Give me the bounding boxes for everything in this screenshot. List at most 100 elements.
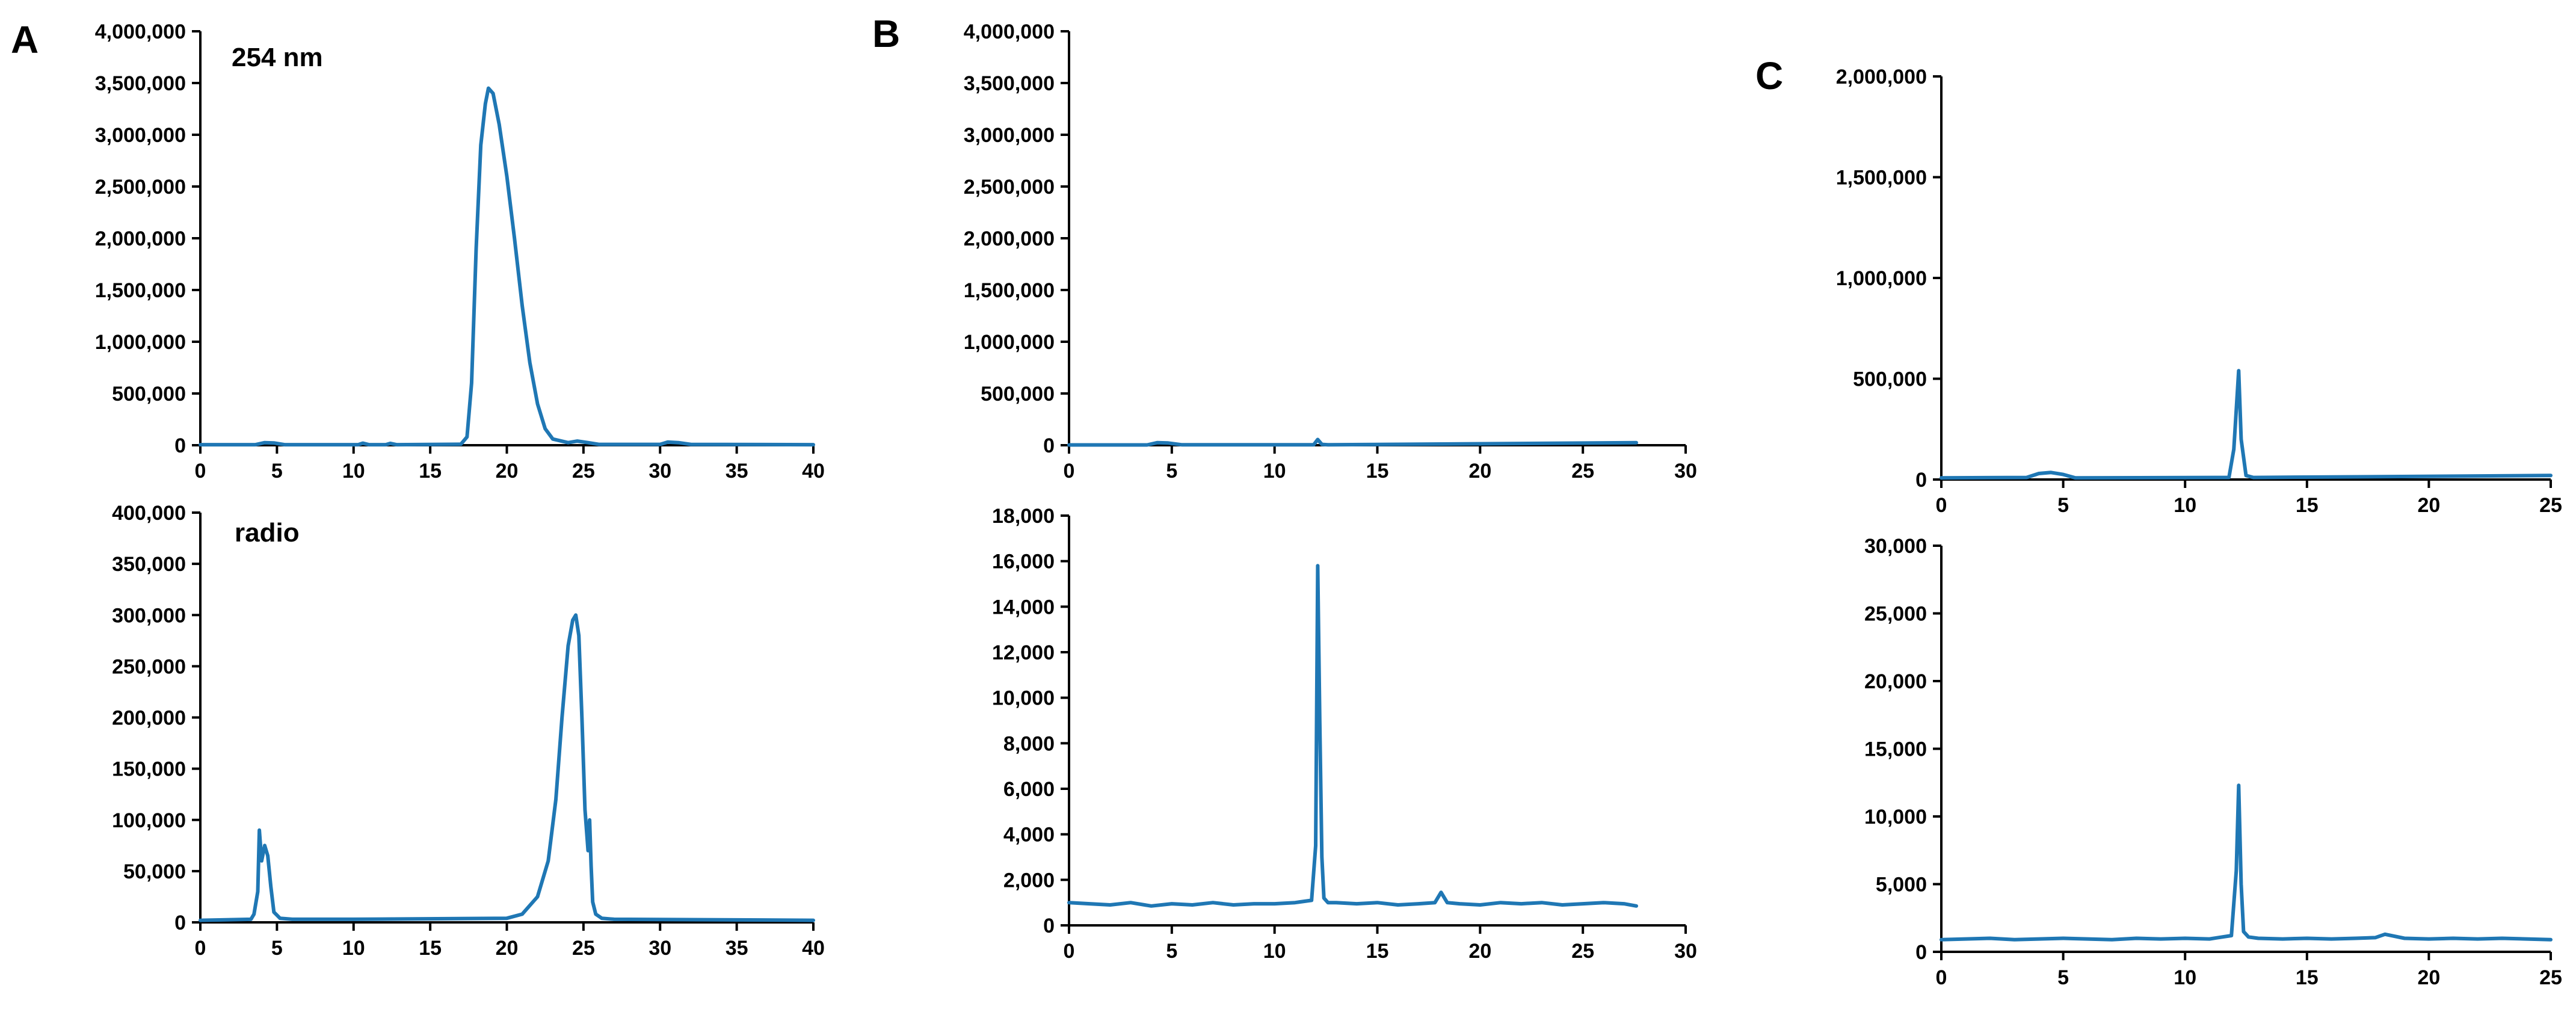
y-tick-label: 350,000 [112, 553, 186, 576]
annotation-radio: radio [235, 518, 300, 548]
x-tick-label: 25 [1571, 460, 1594, 483]
y-tick-label: 1,500,000 [1836, 167, 1927, 190]
x-tick-label: 0 [1936, 966, 1947, 989]
y-tick-label: 5,000 [1876, 874, 1927, 896]
y-tick-label: 100,000 [112, 809, 186, 832]
plot-c-bottom: 0 5,000 10,000 15,000 20,000 25,000 30,000 0 5 10… [1864, 535, 2562, 989]
y-tick-label: 2,000,000 [964, 227, 1055, 250]
y-tick-label: 1,500,000 [964, 279, 1055, 302]
y-tick-label: 0 [1043, 915, 1055, 937]
y-tick-label: 3,000,000 [95, 124, 186, 147]
panel-label-b: B [872, 12, 900, 55]
x-tick-label: 10 [342, 937, 365, 960]
x-tick-label: 15 [2296, 494, 2319, 517]
y-tick-label: 1,000,000 [964, 331, 1055, 354]
x-tick-label: 15 [1366, 940, 1389, 963]
plot-a-radio: radio 0 50,000 100,000 150,000 200,000 250,00… [112, 502, 825, 960]
y-tick-label: 3,500,000 [964, 72, 1055, 95]
x-tick-label: 10 [2174, 494, 2196, 517]
x-tick-label: 5 [1166, 940, 1177, 963]
x-tick-label: 20 [1468, 460, 1491, 483]
plot-b-top: 0 500,000 1,000,000 1,500,000 2,000,000 2,500… [964, 20, 1697, 483]
x-tick-label: 5 [271, 937, 283, 960]
y-tick-label: 30,000 [1864, 535, 1927, 558]
y-tick-label: 20,000 [1864, 670, 1927, 693]
x-tick-label: 5 [2057, 494, 2069, 517]
y-tick-label: 50,000 [123, 860, 186, 883]
x-tick-label: 25 [2539, 966, 2562, 989]
x-tick-label: 5 [1166, 460, 1177, 483]
y-tick-label: 200,000 [112, 707, 186, 730]
chromatogram-trace [1067, 437, 1638, 447]
x-tick-label: 10 [2174, 966, 2196, 989]
y-tick-label: 3,000,000 [964, 124, 1055, 147]
x-tick-label: 40 [802, 460, 825, 483]
x-tick-label: 20 [496, 460, 519, 483]
y-tick-label: 500,000 [1853, 368, 1927, 391]
x-tick-label: 10 [1263, 460, 1286, 483]
annotation-254nm: 254 nm [232, 43, 323, 72]
x-tick-label: 15 [2296, 966, 2319, 989]
plot-c-top: 0 500,000 1,000,000 1,500,000 2,000,000 0 5 10 1… [1836, 66, 2562, 517]
x-tick-label: 0 [195, 937, 206, 960]
y-tick-label: 1,000,000 [1836, 267, 1927, 290]
y-tick-label: 400,000 [112, 502, 186, 525]
x-tick-label: 30 [649, 460, 671, 483]
y-tick-label: 4,000,000 [964, 20, 1055, 43]
x-tick-label: 25 [2539, 494, 2562, 517]
y-tick-label: 12,000 [992, 641, 1055, 664]
y-tick-label: 0 [1043, 434, 1055, 457]
y-tick-label: 150,000 [112, 758, 186, 781]
plot-a-254nm: 254 nm 0 500,000 1,000,000 1,500,000 2,000,0… [95, 20, 825, 483]
x-tick-label: 0 [1064, 940, 1075, 963]
x-tick-label: 10 [342, 460, 365, 483]
plot-b-bottom: 0 2,000 4,000 6,000 8,000 10,000 12,000 14,000 1… [992, 505, 1697, 963]
y-tick-label: 0 [1915, 941, 1927, 964]
y-tick-label: 0 [174, 912, 186, 934]
y-tick-label: 16,000 [992, 551, 1055, 573]
chromatogram-trace [1940, 369, 2553, 480]
y-tick-label: 10,000 [992, 687, 1055, 710]
x-tick-label: 5 [271, 460, 283, 483]
x-tick-label: 0 [195, 460, 206, 483]
y-tick-label: 10,000 [1864, 806, 1927, 828]
y-tick-label: 6,000 [1003, 778, 1055, 801]
x-tick-label: 40 [802, 937, 825, 960]
y-tick-label: 15,000 [1864, 738, 1927, 761]
y-tick-label: 500,000 [981, 383, 1055, 406]
y-tick-label: 4,000 [1003, 824, 1055, 847]
y-tick-label: 14,000 [992, 596, 1055, 619]
y-tick-label: 500,000 [112, 383, 186, 406]
y-tick-label: 3,500,000 [95, 72, 186, 95]
x-tick-label: 5 [2057, 966, 2069, 989]
y-tick-label: 250,000 [112, 655, 186, 678]
y-tick-label: 4,000,000 [95, 20, 186, 43]
y-tick-label: 2,000,000 [1836, 66, 1927, 88]
panel-label-a: A [11, 18, 39, 61]
y-tick-label: 0 [1915, 469, 1927, 492]
x-tick-label: 20 [2417, 966, 2440, 989]
x-tick-label: 0 [1936, 494, 1947, 517]
x-tick-label: 20 [2417, 494, 2440, 517]
y-tick-label: 2,500,000 [964, 176, 1055, 199]
chromatogram-trace [1940, 783, 2553, 942]
x-tick-label: 15 [419, 937, 442, 960]
chromatogram-trace [1067, 564, 1638, 908]
x-tick-label: 15 [419, 460, 442, 483]
y-tick-label: 25,000 [1864, 603, 1927, 626]
x-tick-label: 30 [649, 937, 671, 960]
y-tick-label: 1,500,000 [95, 279, 186, 302]
y-tick-label: 2,000 [1003, 869, 1055, 892]
y-tick-label: 300,000 [112, 604, 186, 627]
x-tick-label: 30 [1674, 460, 1697, 483]
chromatogram-trace [199, 86, 815, 447]
y-tick-label: 1,000,000 [95, 331, 186, 354]
x-tick-label: 20 [1468, 940, 1491, 963]
y-tick-label: 0 [174, 434, 186, 457]
x-tick-label: 10 [1263, 940, 1286, 963]
x-tick-label: 30 [1674, 940, 1697, 963]
x-tick-label: 25 [572, 937, 595, 960]
y-tick-label: 2,500,000 [95, 176, 186, 199]
chromatogram-trace [199, 613, 815, 922]
